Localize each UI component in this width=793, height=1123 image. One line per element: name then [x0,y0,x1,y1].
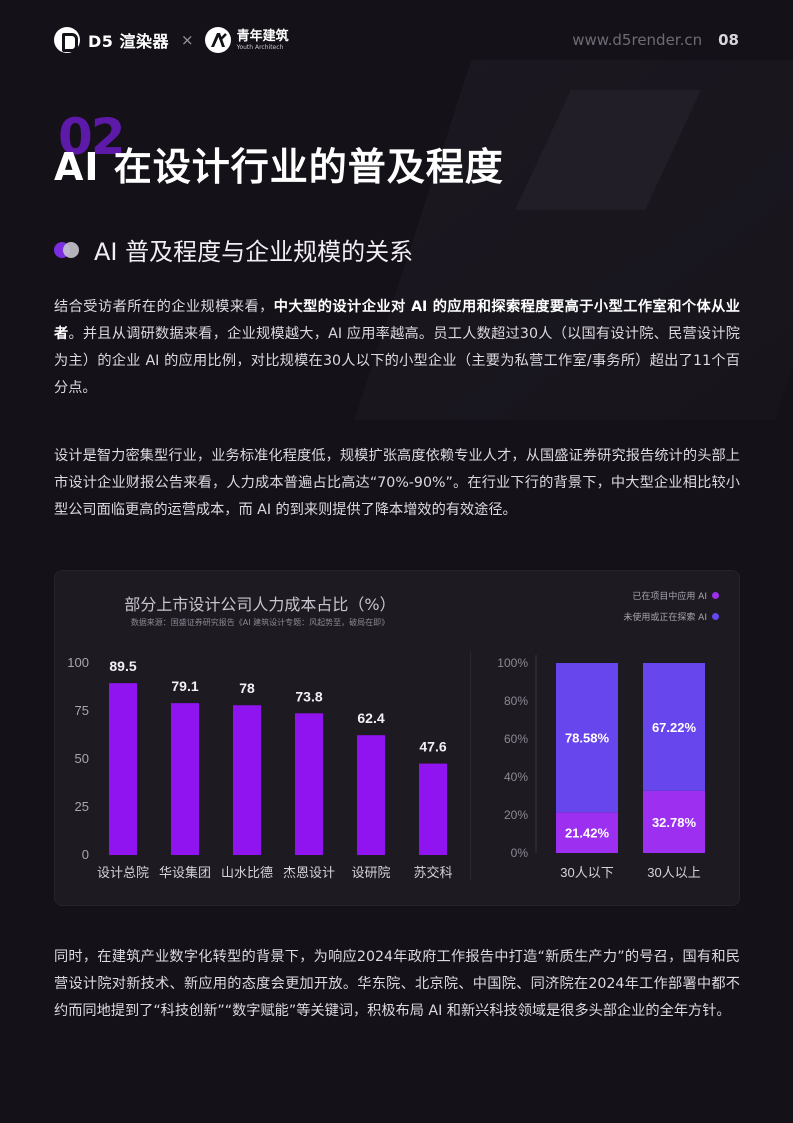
chart-card: 部分上市设计公司人力成本占比（%） 数据来源：国盛证券研究报告《AI 建筑设计专… [54,570,740,906]
stack-value-label: 78.58% [565,731,610,746]
stack-segment-applied [643,790,705,853]
bar-3 [233,705,261,855]
stack-segment-exploring [556,663,618,813]
chart-divider [470,651,471,881]
stack-segment-exploring [643,663,705,791]
stack-category-label: 30人以上 [647,865,700,880]
charts-svg: 0 25 50 75 100 89.5 设计总院 79.1 华设集团 78 山水比德 73.8 杰恩设计… [67,655,705,880]
chart-title: 部分上市设计公司人力成本占比（%） [124,595,396,614]
partner-brand-cn: 青年建筑 [236,28,289,44]
bar-value-label: 62.4 [357,710,384,726]
d5-logo[interactable]: D5 渲染器 [54,27,169,53]
x-category-label: 山水比德 [221,865,273,880]
d5-brand-text: D5 渲染器 [88,32,169,51]
bullet-dots-icon [54,240,82,260]
bar-5 [357,735,385,855]
legend-dot-exploring [712,613,719,620]
subtitle-text: AI 普及程度与企业规模的关系 [94,238,414,266]
section-subtitle: AI 普及程度与企业规模的关系 [54,232,413,267]
stack-y-tick-label: 40% [504,770,528,784]
stack-y-tick-label: 0% [511,846,529,860]
bar-value-label: 78 [239,680,255,696]
stack-y-tick-label: 80% [504,694,528,708]
youth-architech-logo[interactable]: 青年建筑 Youth Architech [237,30,289,51]
paragraph-digital-transformation: 同时，在建筑产业数字化转型的背景下，为响应2024年政府工作报告中打造“新质生产… [54,949,740,1019]
y-tick-label: 75 [75,703,89,718]
stack-value-label: 21.42% [565,826,610,841]
stack-y-tick-label: 20% [504,808,528,822]
paragraph1-rest: 。并且从调研数据来看，企业规模越大，AI 应用率越高。员工人数超过30人（以国有… [54,326,740,396]
bar-1 [109,683,137,855]
paragraph1-lead: 结合受访者所在的企业规模来看， [54,299,274,315]
legend-label-exploring: 未使用或正在探索 AI [623,613,707,623]
d5-logo-icon [54,27,80,53]
bar-6 [419,763,447,855]
stack-segment-applied [556,812,618,853]
stack-y-tick-label: 100% [497,656,528,670]
y-tick-label: 100 [67,655,89,670]
page-number: 08 [718,31,739,49]
bar-2 [171,703,199,855]
x-category-label: 杰恩设计 [283,865,335,880]
bar-value-label: 89.5 [109,658,136,674]
partner-brand-en: Youth Architech [236,43,284,51]
bar-value-label: 73.8 [295,688,322,704]
chart-legend: 已在项目中应用 AI 未使用或正在探索 AI [623,589,719,623]
stack-category-label: 30人以下 [560,865,613,880]
paragraph-labor-cost: 设计是智力密集型行业，业务标准化程度低，规模扩张高度依赖专业人才，从国盛证券研究… [54,448,740,518]
x-category-label: 华设集团 [159,865,211,880]
x-category-label: 苏交科 [413,865,452,880]
legend-label-applied: 已在项目中应用 AI [632,592,707,602]
legend-item-exploring: 未使用或正在探索 AI [623,610,719,623]
legend-item-applied: 已在项目中应用 AI [632,589,719,602]
bar-4 [295,713,323,855]
legend-dot-applied [712,592,719,599]
stack-value-label: 32.78% [652,815,697,830]
page-header: D5 渲染器 × 青年建筑 Youth Architech www.d5rend… [54,24,739,56]
collab-times: × [181,31,194,49]
page-title: AI 在设计行业的普及程度 [54,145,504,189]
x-category-label: 设计总院 [97,865,149,880]
youth-architech-logo-icon [204,26,232,54]
website-link[interactable]: www.d5render.cn [572,31,703,49]
stack-y-tick-label: 60% [504,732,528,746]
bar-value-label: 79.1 [171,678,198,694]
y-tick-label: 50 [75,751,89,766]
section-number: 02 [58,108,126,166]
paragraph-company-scale: 结合受访者所在的企业规模来看，中大型的设计企业对 AI 的应用和探索程度要高于小… [54,294,740,402]
paragraph1-highlight: 中大型的设计企业对 AI 的应用和探索程度要高于小型工作室和个体从业者 [54,299,740,342]
stack-value-label: 67.22% [652,720,697,735]
y-tick-label: 0 [82,847,89,862]
y-tick-label: 25 [75,799,89,814]
chart-source: 数据来源：国盛证券研究报告《AI 建筑设计专题：风起势至，破局在即》 [130,618,390,627]
x-category-label: 设研院 [351,865,390,880]
bar-value-label: 47.6 [419,739,446,755]
